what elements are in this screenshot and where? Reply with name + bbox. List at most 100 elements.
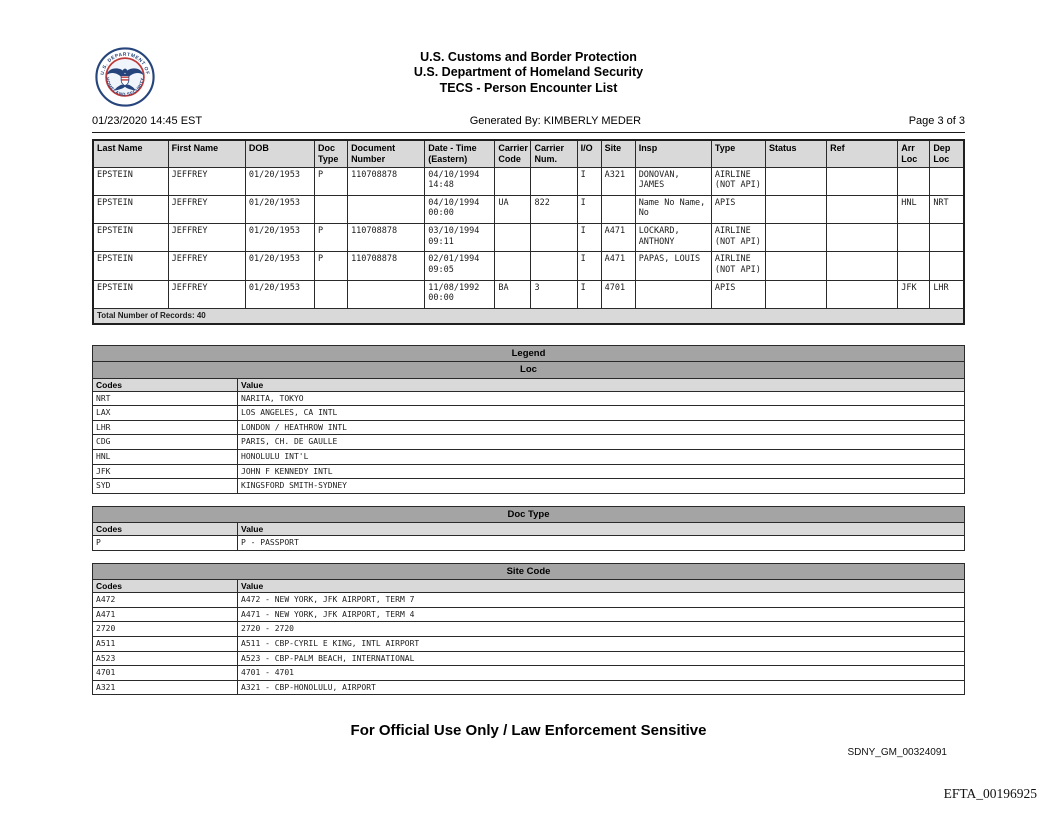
encounter-cell: 01/20/1953 bbox=[244, 166, 316, 196]
fouo-banner: For Official Use Only / Law Enforcement … bbox=[350, 722, 707, 740]
codes-row: 4701 4701 - 4701 bbox=[92, 665, 965, 681]
value-cell: 2720 - 2720 bbox=[237, 621, 965, 637]
code-cell: HNL bbox=[92, 449, 238, 465]
encounter-cell bbox=[929, 251, 965, 281]
value-cell: LOS ANGELES, CA INTL bbox=[237, 405, 965, 421]
encounter-cell: LHR bbox=[929, 279, 965, 309]
report-datetime: 01/23/2020 14:45 EST bbox=[92, 115, 203, 127]
encounter-cell bbox=[347, 279, 426, 309]
encounter-row: EPSTEIN JEFFREY 01/20/1953 11/08/1992 00:00… bbox=[92, 279, 965, 309]
encounter-cell: 11/08/1992 00:00 bbox=[424, 279, 496, 309]
bates-number-sdny: SDNY_GM_00324091 bbox=[847, 747, 947, 759]
code-cell: 2720 bbox=[92, 621, 238, 637]
encounter-cell: AIRLINE (NOT API) bbox=[710, 223, 766, 253]
encounter-cell: JFK bbox=[897, 279, 931, 309]
value-cell: A321 - CBP-HONOLULU, AIRPORT bbox=[237, 679, 965, 696]
codes-row: LAX LOS ANGELES, CA INTL bbox=[92, 405, 965, 421]
encounter-cell bbox=[634, 279, 712, 309]
encounter-column-header: Doc Type bbox=[313, 139, 349, 168]
codes-row: LHR LONDON / HEATHROW INTL bbox=[92, 419, 965, 436]
encounter-cell bbox=[826, 194, 899, 225]
value-cell: 4701 - 4701 bbox=[237, 665, 965, 681]
encounter-header-row: Last Name First Name DOB Doc Type Document N… bbox=[92, 139, 965, 168]
code-cell: NRT bbox=[92, 390, 238, 407]
encounter-cell: I bbox=[576, 279, 602, 309]
code-cell: A471 bbox=[92, 606, 238, 623]
encounter-cell: NRT bbox=[929, 194, 965, 225]
value-cell: JOHN F KENNEDY INTL bbox=[237, 463, 965, 480]
total-row: Total Number of Records: 40 bbox=[92, 307, 965, 325]
doc-type-title-bar: Doc Type bbox=[92, 505, 965, 524]
encounter-cell: 110708878 bbox=[347, 223, 426, 253]
encounter-cell bbox=[313, 194, 349, 225]
codes-row: CDG PARIS, CH. DE GAULLE bbox=[92, 434, 965, 450]
codes-row: A472 A472 - NEW YORK, JFK AIRPORT, TERM 7 bbox=[92, 592, 965, 608]
title-department: U.S. Department of Homeland Security bbox=[413, 65, 644, 80]
encounter-cell bbox=[897, 223, 931, 253]
encounter-cell: 4701 bbox=[600, 279, 636, 309]
codes-row: A523 A523 - CBP-PALM BEACH, INTERNATIONAL bbox=[92, 650, 965, 667]
encounter-cell: Name No Name, No bbox=[634, 194, 712, 225]
value-cell: KINGSFORD SMITH-SYDNEY bbox=[237, 478, 965, 494]
encounter-column-header: I/O bbox=[576, 139, 602, 168]
code-cell: A321 bbox=[92, 679, 238, 696]
codes-column-header: Value bbox=[237, 377, 965, 392]
encounter-cell bbox=[764, 279, 828, 309]
encounter-column-header: Carrier Num. bbox=[530, 139, 578, 168]
code-cell: SYD bbox=[92, 478, 238, 494]
encounter-cell: JEFFREY bbox=[167, 251, 246, 281]
encounter-cell: BA bbox=[494, 279, 532, 309]
encounter-cell bbox=[764, 194, 828, 225]
bates-number-efta: EFTA_00196925 bbox=[943, 786, 1037, 801]
encounter-cell bbox=[530, 166, 578, 196]
encounter-cell bbox=[764, 223, 828, 253]
value-cell: P - PASSPORT bbox=[237, 535, 965, 551]
codes-row: A471 A471 - NEW YORK, JFK AIRPORT, TERM 4 bbox=[92, 606, 965, 623]
encounter-cell: I bbox=[576, 166, 602, 196]
codes-column-header: Codes bbox=[92, 579, 238, 594]
codes-row: 2720 2720 - 2720 bbox=[92, 621, 965, 637]
encounter-cell: P bbox=[313, 251, 349, 281]
code-cell: LHR bbox=[92, 419, 238, 436]
encounter-cell bbox=[494, 223, 532, 253]
code-cell: CDG bbox=[92, 434, 238, 450]
encounter-row: EPSTEIN JEFFREY 01/20/1953 P 110708878 02/01/… bbox=[92, 251, 965, 281]
encounter-cell: EPSTEIN bbox=[92, 194, 169, 225]
encounter-cell: UA bbox=[494, 194, 532, 225]
encounter-cell bbox=[929, 223, 965, 253]
legend-section: Legend Loc Codes Value NRT NARITA, TOKYO LA… bbox=[92, 344, 965, 494]
codes-column-header: Value bbox=[237, 579, 965, 594]
generated-by: Generated By: KIMBERLY MEDER bbox=[469, 115, 642, 127]
encounter-cell: JEFFREY bbox=[167, 194, 246, 225]
encounter-column-header: Type bbox=[710, 139, 766, 168]
encounter-cell: APIS bbox=[710, 194, 766, 225]
code-cell: 4701 bbox=[92, 665, 238, 681]
encounter-cell: PAPAS, LOUIS bbox=[634, 251, 712, 281]
encounter-cell: EPSTEIN bbox=[92, 166, 169, 196]
encounter-column-header: DOB bbox=[244, 139, 316, 168]
codes-row: A321 A321 - CBP-HONOLULU, AIRPORT bbox=[92, 679, 965, 696]
encounter-column-header: Date - Time (Eastern) bbox=[424, 139, 496, 168]
codes-row: A511 A511 - CBP-CYRIL E KING, INTL AIRPOR… bbox=[92, 635, 965, 652]
loc-codes-table: Codes Value NRT NARITA, TOKYO LAX LOS ANGELE… bbox=[92, 377, 965, 494]
meta-row: 01/23/2020 14:45 EST Generated By: KIMBE… bbox=[92, 115, 965, 133]
code-cell: A472 bbox=[92, 592, 238, 608]
encounter-cell: 110708878 bbox=[347, 166, 426, 196]
value-cell: LONDON / HEATHROW INTL bbox=[237, 419, 965, 436]
codes-column-header: Value bbox=[237, 522, 965, 537]
dhs-seal-icon: U.S. DEPARTMENT OF HOMELAND SECURITY bbox=[95, 47, 155, 107]
codes-row: NRT NARITA, TOKYO bbox=[92, 390, 965, 407]
site-code-section: Site Code Codes Value A472 A472 - NEW YORK… bbox=[92, 562, 965, 696]
encounter-cell: JEFFREY bbox=[167, 279, 246, 309]
encounter-cell: JEFFREY bbox=[167, 166, 246, 196]
encounter-column-header: Ref bbox=[826, 139, 899, 168]
encounter-column-header: Dep Loc bbox=[929, 139, 965, 168]
page-content: U.S. DEPARTMENT OF HOMELAND SECURITY bbox=[92, 44, 965, 758]
encounter-cell: A471 bbox=[600, 251, 636, 281]
codes-column-header: Codes bbox=[92, 377, 238, 392]
encounter-cell bbox=[897, 166, 931, 196]
encounter-cell: AIRLINE (NOT API) bbox=[710, 251, 766, 281]
legend-title-bar: Legend bbox=[92, 344, 965, 363]
